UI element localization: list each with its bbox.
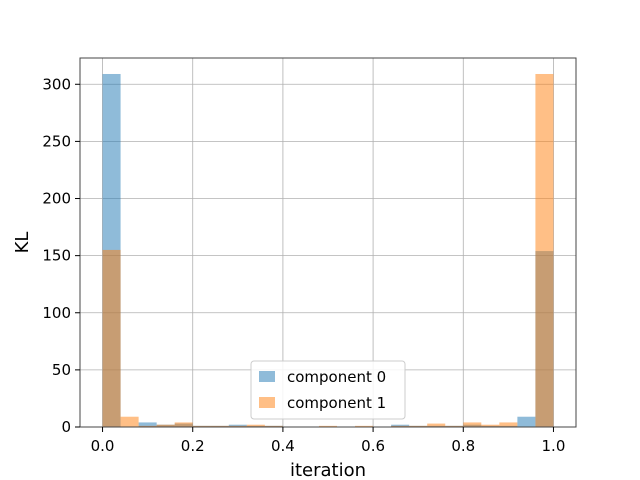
histogram-bar-component-1 — [445, 425, 464, 427]
grid-lines — [80, 58, 576, 428]
legend: component 0 component 1 — [250, 360, 406, 420]
histogram-bar-component-1 — [156, 424, 175, 427]
legend-label: component 0 — [287, 368, 386, 386]
y-tick-label: 250 — [42, 132, 71, 150]
x-tick-label: 0.0 — [91, 437, 115, 455]
y-tick-label: 150 — [42, 247, 71, 265]
y-tick-label: 50 — [52, 361, 71, 379]
y-tick-label: 300 — [42, 75, 71, 93]
histogram-bar-component-1 — [535, 73, 554, 427]
bars — [102, 73, 554, 427]
histogram-bar-component-1 — [427, 423, 446, 427]
histogram-bar-component-0 — [138, 422, 157, 427]
legend-label: component 1 — [287, 394, 386, 412]
histogram-bar-component-1 — [246, 424, 265, 427]
legend-swatch — [259, 371, 275, 382]
histogram-bar-component-1 — [481, 424, 500, 427]
histogram-bar-component-1 — [102, 249, 121, 427]
plot-frame — [79, 57, 577, 428]
histogram-bar-component-1 — [264, 425, 283, 427]
histogram-bar-component-0 — [517, 416, 536, 427]
histogram-bar-component-1 — [499, 422, 518, 427]
x-tick-label: 1.0 — [542, 437, 566, 455]
histogram-bar-component-1 — [318, 425, 338, 427]
legend-swatch — [259, 397, 275, 408]
x-tick-label: 0.2 — [181, 437, 205, 455]
x-tick-label: 0.6 — [361, 437, 385, 455]
histogram-bar-component-1 — [355, 425, 374, 427]
histogram-bar-component-1 — [174, 422, 193, 427]
y-axis-label: KL — [12, 232, 33, 254]
y-tick-label: 100 — [42, 304, 71, 322]
histogram-bar-component-1 — [463, 422, 482, 427]
histogram-bar-component-1 — [138, 425, 157, 427]
y-tick-label: 200 — [42, 190, 71, 208]
histogram-bar-component-1 — [409, 425, 428, 427]
x-tick-label: 0.4 — [271, 437, 295, 455]
y-tick-label: 0 — [61, 418, 71, 436]
histogram-bar-component-1 — [192, 425, 211, 427]
x-axis-label: iteration — [290, 460, 366, 480]
histogram-bar-component-1 — [228, 425, 247, 427]
legend-box — [250, 360, 406, 420]
histogram-bar-component-1 — [391, 425, 410, 427]
histogram-bar-component-1 — [120, 416, 139, 427]
histogram-bar-component-1 — [210, 425, 229, 427]
x-tick-label: 0.8 — [451, 437, 475, 455]
axis-ticks: 0.0 0.2 0.4 0.6 0.8 1.0 0 50 100 150 200 250 300 — [42, 75, 565, 455]
